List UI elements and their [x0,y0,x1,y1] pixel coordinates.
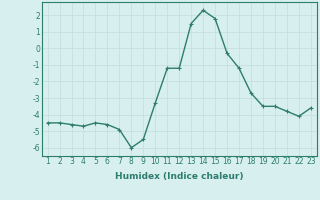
X-axis label: Humidex (Indice chaleur): Humidex (Indice chaleur) [115,172,244,181]
